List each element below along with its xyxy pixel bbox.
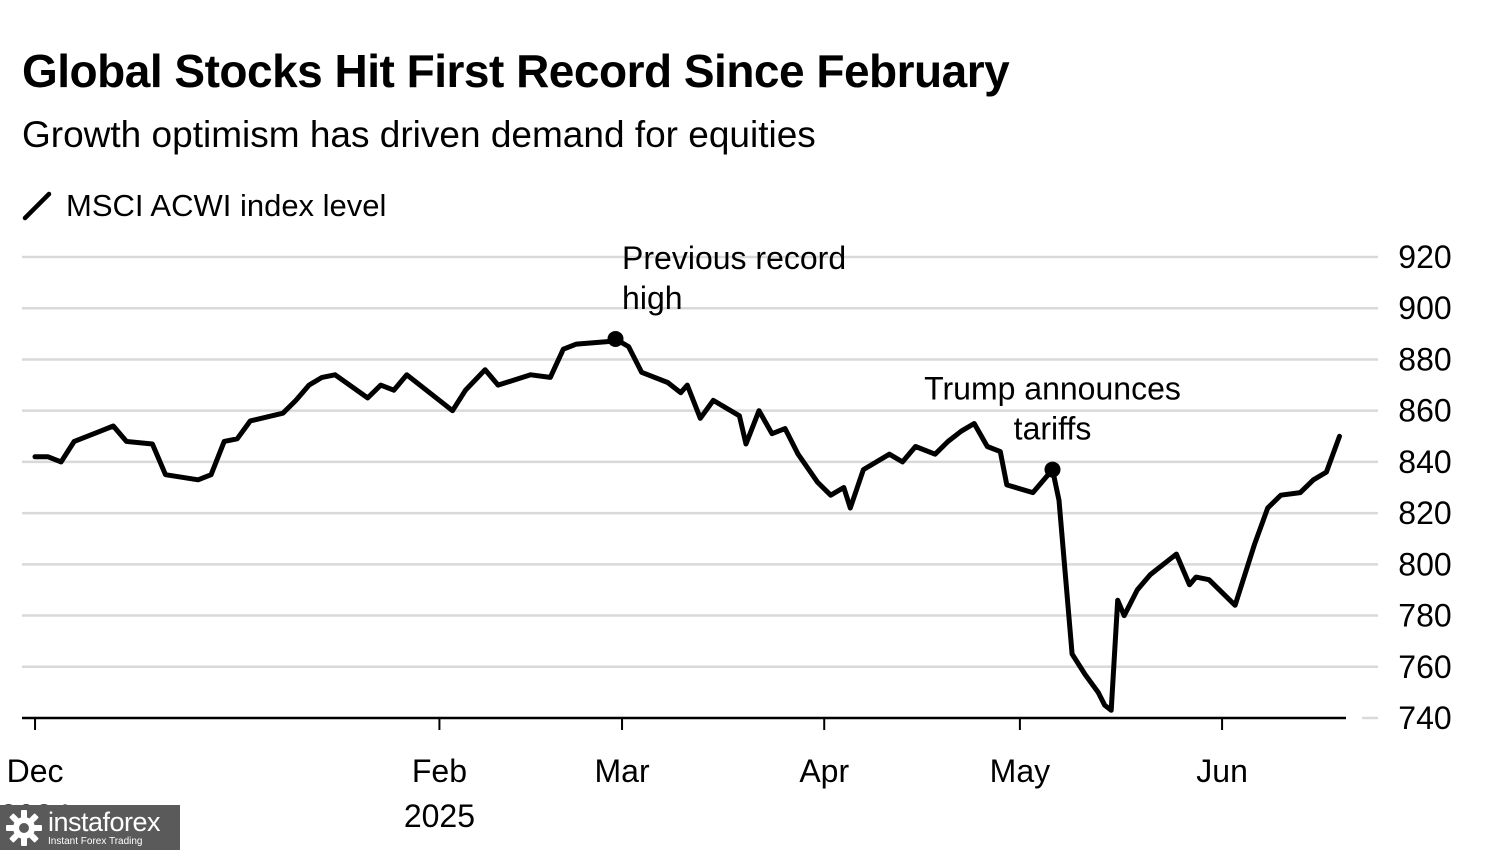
y-tick-label: 880 [1398, 341, 1451, 377]
x-tick-label: Jun [1196, 753, 1248, 789]
annotation-label: Trump announces [924, 371, 1181, 407]
y-tick-label: 760 [1398, 649, 1451, 685]
watermark-tagline: Instant Forex Trading [48, 835, 143, 847]
y-tick-label: 820 [1398, 495, 1451, 531]
y-tick-label: 800 [1398, 546, 1451, 582]
y-tick-label: 920 [1398, 239, 1451, 275]
y-tick-label: 840 [1398, 444, 1451, 480]
annotation-marker [1044, 461, 1061, 478]
annotation-marker [607, 330, 624, 347]
x-tick-sublabel: 2025 [404, 798, 475, 834]
chart-subtitle: Growth optimism has driven demand for eq… [22, 114, 816, 155]
annotation-label: Previous record [622, 240, 846, 276]
x-tick-label: Feb [412, 753, 467, 789]
legend-label: MSCI ACWI index level [66, 188, 387, 223]
x-tick-label: Mar [594, 753, 649, 789]
y-tick-label: 740 [1398, 700, 1451, 736]
y-tick-label: 860 [1398, 393, 1451, 429]
legend-line-swatch [22, 191, 52, 221]
annotation-label: tariffs [1014, 411, 1092, 447]
series-line [32, 336, 1342, 713]
watermark-brand: instaforex [48, 806, 161, 837]
chart-legend: MSCI ACWI index level [22, 186, 386, 226]
x-tick-label: Dec [7, 753, 64, 789]
annotation-label: high [622, 280, 683, 316]
y-tick-label: 780 [1398, 598, 1451, 634]
x-tick-label: May [990, 753, 1050, 789]
chart-title: Global Stocks Hit First Record Since Feb… [22, 45, 1010, 97]
gear-icon [6, 809, 42, 846]
x-tick-label: Apr [799, 753, 849, 789]
watermark: instaforex Instant Forex Trading [0, 805, 180, 850]
y-tick-label: 900 [1398, 290, 1451, 326]
